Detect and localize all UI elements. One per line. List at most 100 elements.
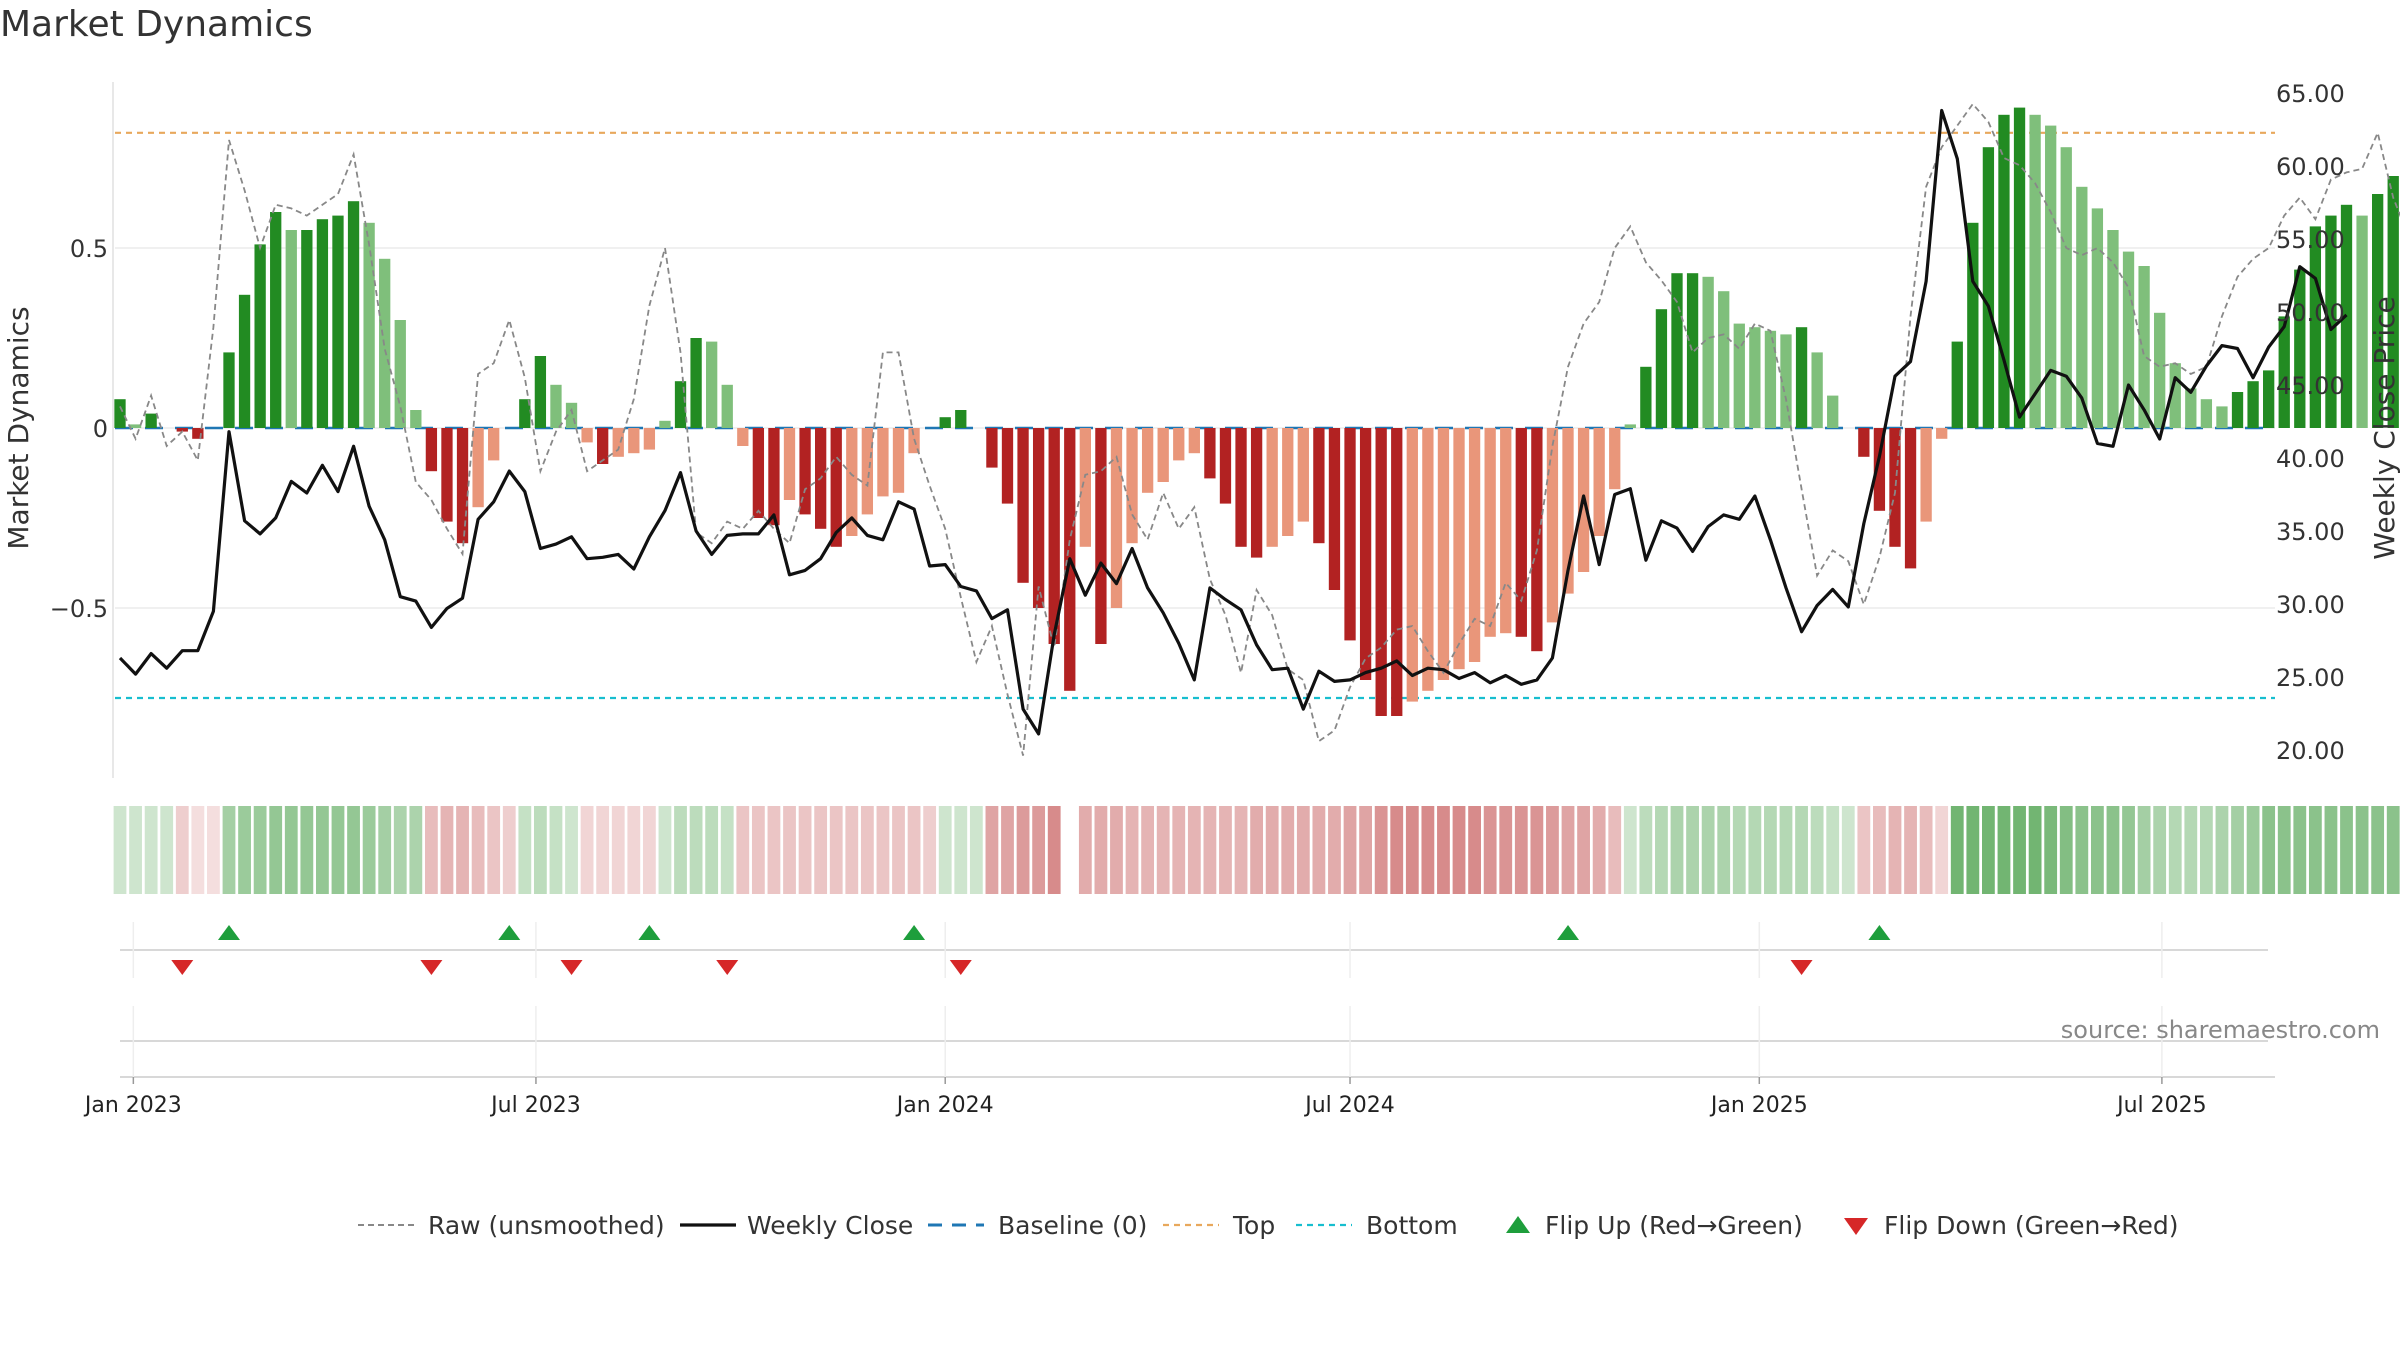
dynamics-bar — [2029, 114, 2041, 429]
regime-strip-cell — [1841, 806, 1855, 894]
regime-strip-cell — [144, 806, 158, 894]
dynamics-bar — [659, 420, 671, 428]
regime-strip-cell — [2262, 806, 2276, 894]
dynamics-bar — [519, 399, 531, 428]
dynamics-bar — [877, 428, 889, 497]
regime-strip-cell — [580, 806, 594, 894]
dynamics-bar — [1235, 428, 1247, 547]
dynamics-bar — [1811, 352, 1823, 428]
y-right-tick-label: 20.00 — [2276, 737, 2345, 765]
dynamics-bar — [1453, 428, 1465, 670]
regime-strip-cell — [814, 806, 828, 894]
dynamics-bar — [2356, 215, 2368, 428]
dynamics-bar — [1951, 341, 1963, 428]
dynamics-bar — [1655, 309, 1668, 428]
regime-strip-cell — [1764, 806, 1777, 894]
regime-strip-cell — [1374, 806, 1388, 894]
dynamics-bar — [955, 410, 967, 428]
regime-strip-cell — [1156, 806, 1170, 894]
dynamics-bar — [316, 219, 329, 428]
dynamics-bar — [892, 428, 905, 493]
regime-strip-cell — [1810, 806, 1824, 894]
dynamics-bar — [1671, 273, 1683, 428]
y-left-tick-label: 0.5 — [70, 235, 108, 263]
dynamics-bar — [2076, 186, 2088, 428]
regime-strip-cell — [238, 806, 251, 894]
regime-strip-cell — [1592, 806, 1606, 894]
regime-strip-cell — [1919, 806, 1933, 894]
regime-strip-cell — [1234, 806, 1248, 894]
regime-strip-cell — [1795, 806, 1808, 894]
dynamics-bar — [1375, 428, 1387, 716]
dynamics-bar — [1733, 323, 1745, 428]
flip-down-marker — [420, 960, 443, 975]
regime-strip-cell — [2324, 806, 2338, 894]
regime-strip-cell — [362, 806, 376, 894]
dynamics-bar — [550, 384, 562, 428]
regime-strip-cell — [175, 806, 189, 894]
y-right-tick-label: 45.00 — [2276, 372, 2345, 400]
raw-unsmoothed-line — [119, 102, 2400, 756]
dynamics-bar — [1967, 222, 1979, 428]
regime-strip-cell — [1873, 806, 1886, 894]
regime-strip-cell — [1779, 806, 1793, 894]
regime-strip-cell — [2044, 806, 2058, 894]
regime-strip-cell — [798, 806, 812, 894]
dynamics-bar — [1204, 428, 1216, 479]
regime-strip-cell — [113, 806, 127, 894]
dynamics-bar — [254, 244, 266, 428]
regime-strip-cell — [487, 806, 501, 894]
regime-strip-cell — [1997, 806, 2011, 894]
regime-strip-cell — [2293, 806, 2307, 894]
dynamics-bar — [456, 428, 469, 544]
regime-strip-cell — [549, 806, 563, 894]
dynamics-bar — [1095, 428, 1107, 644]
regime-strip-cell — [207, 806, 220, 894]
regime-strip-cell — [1125, 806, 1139, 894]
regime-strip-cell — [2308, 806, 2322, 894]
flip-up-marker — [217, 925, 240, 940]
regime-strip-cell — [2122, 806, 2135, 894]
x-tick-label: Jan 2024 — [895, 1093, 994, 1118]
dynamics-bar — [1780, 334, 1792, 428]
dynamics-bar — [2045, 125, 2057, 428]
dynamics-bar — [674, 381, 687, 428]
regime-strip-cell — [751, 806, 765, 894]
dynamics-bar — [721, 384, 733, 428]
regime-strip-cell — [1577, 806, 1590, 894]
regime-strip-cell — [2106, 806, 2120, 894]
regime-strip-cell — [1421, 806, 1435, 894]
dynamics-bar — [145, 413, 157, 428]
flip-down-marker — [171, 960, 194, 975]
flip-down-marker — [1790, 960, 1813, 975]
regime-strip-cell — [1857, 806, 1871, 894]
dynamics-bar — [1827, 395, 1839, 428]
regime-strip-cell — [1483, 806, 1497, 894]
regime-strip-cell — [300, 806, 314, 894]
dynamics-bar — [425, 428, 438, 472]
regime-strip-cell — [565, 806, 578, 894]
dynamics-bar — [1266, 428, 1278, 547]
dynamics-bar — [1188, 428, 1200, 454]
regime-strip-cell — [378, 806, 392, 894]
y-right-tick-label: 40.00 — [2276, 445, 2345, 473]
regime-strip-cell — [1250, 806, 1264, 894]
regime-strip-cell — [1172, 806, 1186, 894]
regime-strip-cell — [720, 806, 734, 894]
regime-strip-cell — [1888, 806, 1902, 894]
y-right-tick-label: 30.00 — [2276, 591, 2345, 619]
dynamics-bar — [238, 294, 251, 428]
regime-strip-cell — [2028, 806, 2042, 894]
dynamics-bar — [1048, 428, 1060, 644]
regime-strip-cell — [253, 806, 267, 894]
regime-strip-cell — [2277, 806, 2291, 894]
dynamics-bar — [1764, 330, 1777, 428]
regime-strip-cell — [440, 806, 454, 894]
dynamics-bar — [2309, 226, 2322, 428]
dynamics-bar — [1359, 428, 1372, 680]
regime-strip-cell — [2137, 806, 2151, 894]
x-tick-label: Jul 2024 — [1303, 1093, 1395, 1118]
dynamics-bar — [1624, 424, 1636, 428]
regime-strip-cell — [1670, 806, 1684, 894]
y-left-tick-label: −0.5 — [50, 595, 108, 623]
